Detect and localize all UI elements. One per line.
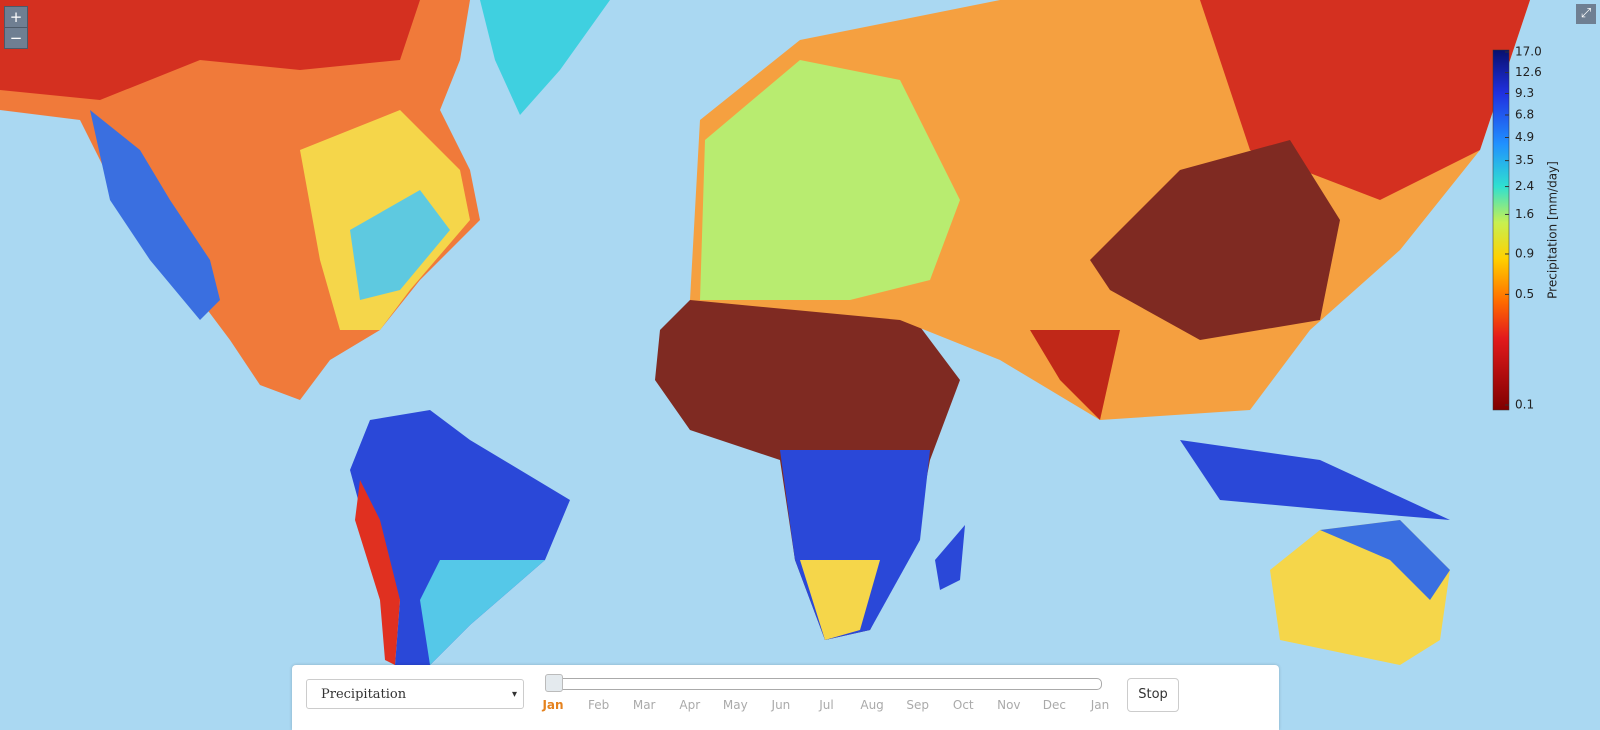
month-label[interactable]: Dec (1042, 698, 1067, 712)
month-label[interactable]: Nov (997, 698, 1021, 712)
variable-select[interactable]: Precipitation (306, 679, 524, 710)
colorbar-gradient (1492, 49, 1510, 411)
colorbar-tick-label: 4.9 (1515, 130, 1534, 144)
colorbar-tick-label: 3.5 (1515, 153, 1534, 167)
month-slider[interactable] (545, 678, 1102, 690)
month-label[interactable]: Jan (1090, 698, 1110, 712)
month-label[interactable]: Feb (587, 698, 610, 712)
stop-button[interactable]: Stop (1127, 678, 1179, 712)
colorbar-tick-label: 2.4 (1515, 179, 1534, 193)
slider-thumb[interactable] (545, 674, 563, 692)
month-label[interactable]: Apr (679, 698, 701, 712)
fullscreen-button[interactable]: ⤢ (1576, 4, 1596, 24)
colorbar-tick-label: 17.0 (1515, 45, 1542, 59)
month-label[interactable]: Aug (860, 698, 884, 712)
month-label[interactable]: Sep (906, 698, 929, 712)
colorbar-tick-label: 0.5 (1515, 287, 1534, 301)
month-label[interactable]: May (722, 698, 748, 712)
colorbar-tick-label: 9.3 (1515, 86, 1534, 100)
land (0, 0, 1530, 665)
colorbar-tick-label: 0.1 (1515, 398, 1534, 412)
month-label[interactable]: Jul (819, 698, 834, 712)
colorbar-tick-label: 6.8 (1515, 107, 1534, 121)
colorbar: Precipitation [mm/day] 17.0 12.6 9.3 6.8 4.9… (1492, 45, 1560, 412)
colorbar-tick-label: 1.6 (1515, 207, 1534, 221)
month-label[interactable]: Mar (632, 698, 656, 712)
zoom-in[interactable]: + (4, 6, 28, 28)
colorbar-tick-label: 12.6 (1515, 65, 1542, 79)
colorbar-title: Precipitation [mm/day] (1546, 161, 1560, 299)
control-panel: Precipitation Stop Jan Feb Mar Apr May Jun Jul… (292, 665, 1279, 730)
zoom-out[interactable]: − (4, 27, 28, 49)
month-label[interactable]: Jan (542, 698, 564, 712)
month-label[interactable]: Jun (771, 698, 791, 712)
colorbar-tick-label: 0.9 (1515, 246, 1534, 260)
month-label[interactable]: Oct (952, 698, 974, 712)
